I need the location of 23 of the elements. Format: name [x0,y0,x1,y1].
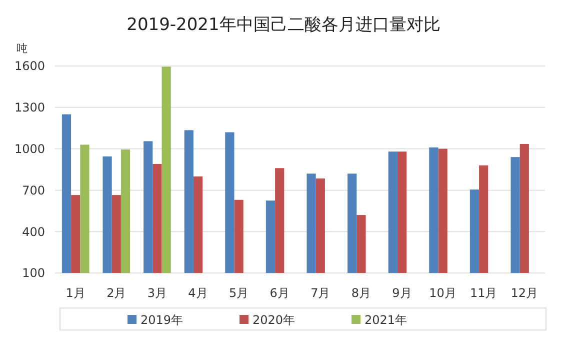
x-tick-label: 3月 [147,286,168,300]
x-tick-label: 6月 [270,286,290,300]
y-tick-label: 100 [22,266,45,280]
y-axis-title: 吨 [16,42,28,55]
legend-label: 2021年 [364,313,408,328]
legend-label: 2020年 [252,313,296,328]
x-tick-label: 5月 [228,286,249,300]
chart-title: 2019-2021年中国己二酸各月进口量对比 [126,15,440,35]
legend-label: 2019年 [140,313,184,328]
x-tick-label: 7月 [310,286,330,300]
y-tick-label: 1300 [14,100,45,115]
x-tick-label: 8月 [351,286,372,300]
x-tick-label: 1月 [66,286,86,300]
x-tick-label: 2月 [106,286,126,300]
y-tick-label: 700 [22,183,45,198]
y-tick-label: 1000 [14,142,45,156]
x-tick-label: 10月 [429,286,456,300]
x-tick-label: 9月 [392,286,412,300]
y-tick-label: 1600 [14,59,45,74]
x-tick-label: 4月 [188,286,208,300]
x-tick-label: 11月 [470,286,498,300]
x-tick-label: 12月 [510,286,538,300]
y-tick-label: 400 [22,224,45,239]
